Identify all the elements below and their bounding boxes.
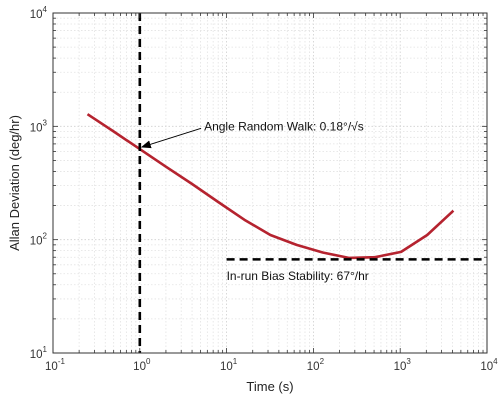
annotations: Angle Random Walk: 0.18°/√s In-run Bias S… bbox=[140, 119, 369, 283]
x-tick-label: 10-1 bbox=[45, 357, 65, 373]
y-tick-label: 102 bbox=[30, 232, 48, 248]
bias-stability-annotation: In-run Bias Stability: 67°/hr bbox=[227, 269, 369, 283]
allan-deviation-series-line bbox=[86, 113, 455, 260]
x-tick-label: 100 bbox=[133, 357, 151, 373]
plot-frame bbox=[52, 12, 488, 354]
x-tick-label: 101 bbox=[220, 357, 238, 373]
plot-background bbox=[53, 13, 487, 353]
y-tick-label: 101 bbox=[30, 345, 48, 361]
x-axis-label: Time (s) bbox=[246, 379, 293, 394]
x-tick-label: 102 bbox=[307, 357, 325, 373]
x-tick-label: 103 bbox=[394, 357, 412, 373]
axis-ticks: 10-1 100 101 102 103 104 101 102 103 104 bbox=[30, 5, 498, 373]
grid-lines bbox=[53, 13, 487, 353]
y-tick-label: 103 bbox=[30, 118, 48, 134]
y-tick-label: 104 bbox=[30, 5, 48, 21]
x-tick-label: 104 bbox=[480, 357, 498, 373]
arw-annotation: Angle Random Walk: 0.18°/√s bbox=[204, 119, 364, 133]
reference-lines bbox=[138, 13, 487, 353]
y-axis-label: Allan Deviation (deg/hr) bbox=[7, 115, 22, 251]
arw-annotation-arrow bbox=[140, 127, 202, 149]
series-layer bbox=[86, 113, 455, 260]
